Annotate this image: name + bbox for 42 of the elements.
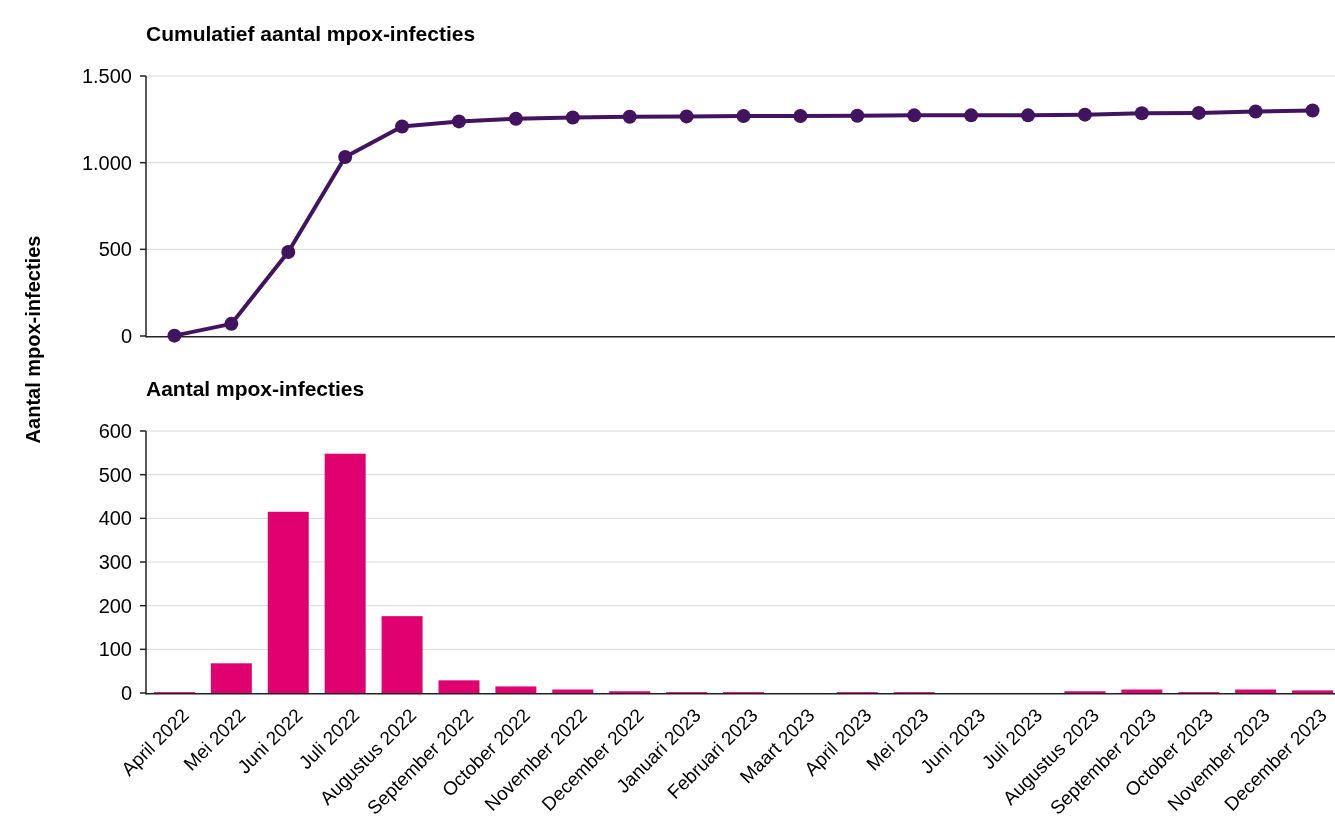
y-tick-label: 500 bbox=[98, 463, 132, 486]
point bbox=[1021, 108, 1036, 123]
y-tick-label: 400 bbox=[98, 507, 132, 530]
y-tick-label: 600 bbox=[98, 420, 132, 442]
point bbox=[338, 149, 353, 164]
bar bbox=[495, 686, 537, 693]
point bbox=[1248, 104, 1263, 119]
point bbox=[395, 119, 410, 134]
bar bbox=[381, 616, 423, 693]
point bbox=[907, 108, 922, 123]
point bbox=[1077, 107, 1092, 122]
point bbox=[850, 108, 865, 123]
y-tick-label: 500 bbox=[98, 238, 132, 261]
y-axis-title: Aantal mpox-infecties bbox=[22, 235, 44, 444]
point bbox=[167, 328, 182, 343]
point bbox=[508, 111, 523, 126]
point bbox=[224, 316, 239, 331]
bar bbox=[1292, 690, 1334, 693]
bar bbox=[438, 680, 480, 693]
point bbox=[622, 109, 637, 124]
point bbox=[281, 244, 296, 259]
bar bbox=[324, 453, 366, 693]
y-tick-label: 100 bbox=[98, 638, 132, 661]
point bbox=[964, 108, 979, 123]
point bbox=[565, 110, 580, 125]
chart-title: Aantal mpox-infecties bbox=[146, 377, 365, 400]
y-tick-label: 0 bbox=[120, 325, 132, 347]
point bbox=[1191, 105, 1206, 120]
point bbox=[1305, 103, 1320, 118]
y-tick-label: 1.000 bbox=[81, 151, 132, 174]
point bbox=[451, 114, 466, 129]
point bbox=[793, 109, 808, 124]
y-tick-label: 0 bbox=[120, 682, 132, 704]
chart-title: Cumulatief aantal mpox-infecties bbox=[146, 22, 476, 45]
y-tick-label: 1.500 bbox=[81, 65, 132, 87]
bar bbox=[267, 511, 309, 693]
y-tick-label: 200 bbox=[98, 594, 132, 617]
point bbox=[1134, 106, 1149, 121]
bar bbox=[210, 663, 252, 693]
point bbox=[679, 109, 694, 124]
point bbox=[736, 109, 751, 124]
y-tick-label: 300 bbox=[98, 551, 132, 573]
